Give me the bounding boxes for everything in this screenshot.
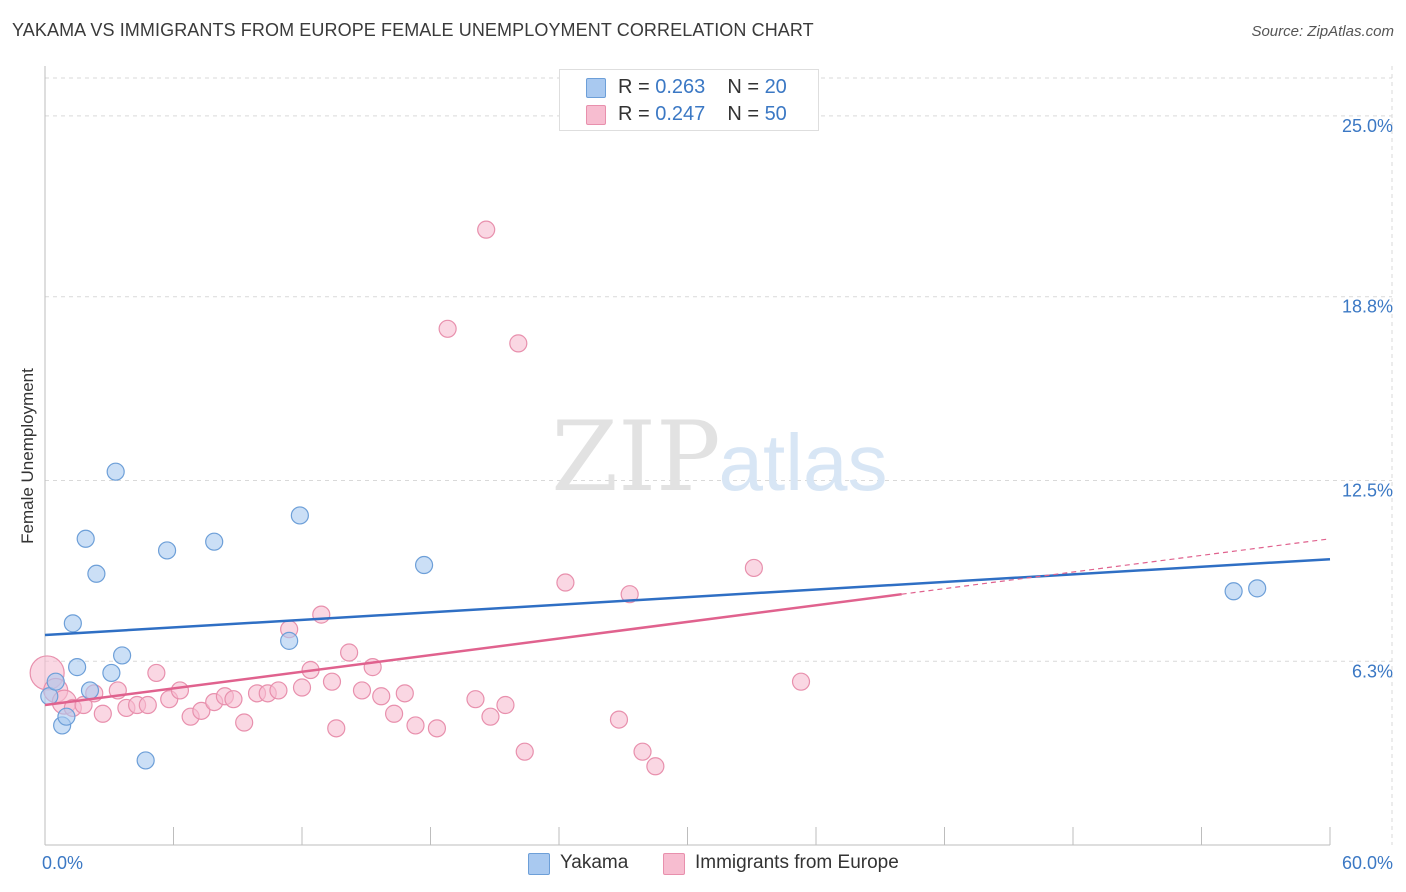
europe-point (352, 681, 372, 700)
yakama-point (1248, 579, 1267, 598)
watermark: ZIP atlas (551, 401, 887, 513)
yakama-point (46, 672, 65, 691)
watermark-atlas: atlas (719, 418, 888, 507)
europe-point (170, 681, 190, 700)
legend-n-label: N = (727, 76, 765, 98)
bottom-legend-swatch-europe (663, 853, 685, 875)
x-tick-label: 60.0% (1342, 853, 1393, 873)
legend-n-value: 20 (764, 76, 787, 98)
europe-point (496, 695, 515, 715)
legend-r-label: R = (618, 76, 656, 98)
yakama-point (76, 529, 95, 548)
yakama-point (290, 506, 309, 525)
legend-n-value: 50 (764, 103, 787, 125)
legend-n-label: N = (727, 103, 765, 125)
europe-point (224, 690, 243, 709)
yakama-point (87, 564, 106, 583)
legend: R = 0.263 N = 20 R = 0.247 N = 50 (559, 69, 819, 131)
yakama-point (136, 751, 155, 770)
legend-r-value: 0.263 (655, 76, 706, 98)
yakama-point (57, 707, 76, 726)
europe-point (292, 678, 312, 697)
europe-point (481, 707, 500, 726)
europe-point (438, 319, 457, 338)
source-label: Source: ZipAtlas.com (1251, 23, 1394, 40)
europe-point (340, 643, 359, 662)
yakama-point (63, 614, 82, 633)
trend-lines (44, 538, 1331, 707)
europe-point (509, 334, 528, 353)
europe-point (395, 684, 414, 703)
yakama-point (205, 532, 224, 551)
europe-trend-line (44, 592, 902, 707)
europe-point (147, 663, 166, 683)
europe-point (427, 719, 447, 738)
legend-swatch-yakama (586, 78, 606, 98)
europe-point (312, 605, 331, 624)
legend-swatch-europe (586, 105, 606, 125)
europe-point (633, 742, 652, 761)
chart-title: YAKAMA VS IMMIGRANTS FROM EUROPE FEMALE … (12, 20, 814, 40)
europe-point (235, 713, 254, 732)
europe-point (515, 742, 534, 761)
europe-point (609, 710, 629, 729)
bottom-legend-swatch-yakama (528, 853, 550, 875)
bottom-legend-label-yakama: Yakama (560, 852, 629, 873)
europe-point (322, 672, 342, 691)
legend-r-label: R = (618, 103, 656, 125)
europe-series (29, 220, 811, 776)
europe-point (93, 704, 112, 723)
europe-point (138, 695, 157, 715)
y-tick-label: 12.5% (1342, 480, 1393, 500)
yakama-point (102, 663, 121, 683)
legend-r-value: 0.247 (655, 103, 706, 125)
bottom-legend-label-europe: Immigrants from Europe (695, 852, 899, 873)
yakama-point (112, 646, 132, 665)
europe-point (372, 687, 391, 706)
europe-point (744, 558, 763, 578)
yakama-point (80, 681, 100, 700)
y-tick-label: 6.3% (1352, 661, 1393, 681)
yakama-point (414, 555, 434, 575)
yakama-point (106, 462, 125, 481)
tick-labels: 6.3% 12.5% 18.8% 25.0% 0.0% 60.0% (42, 116, 1393, 873)
europe-point (192, 701, 211, 720)
europe-point (327, 719, 346, 738)
y-tick-label: 25.0% (1342, 116, 1393, 136)
europe-point (556, 573, 575, 592)
yakama-trend-line (44, 557, 1331, 637)
y-tick-label: 18.8% (1342, 297, 1393, 317)
europe-point (384, 704, 404, 723)
axes (44, 66, 1331, 846)
europe-point (477, 220, 496, 239)
yakama-point (1224, 582, 1243, 601)
europe-point (269, 681, 288, 700)
europe-point (406, 716, 425, 735)
x-tick-label: 0.0% (42, 853, 83, 873)
europe-point (466, 690, 485, 709)
europe-point (646, 757, 665, 776)
yakama-point (157, 541, 177, 560)
europe-point (620, 585, 639, 604)
europe-point (791, 672, 811, 691)
yakama-point (68, 658, 87, 677)
yakama-point (280, 631, 299, 650)
watermark-zip: ZIP (551, 401, 720, 513)
